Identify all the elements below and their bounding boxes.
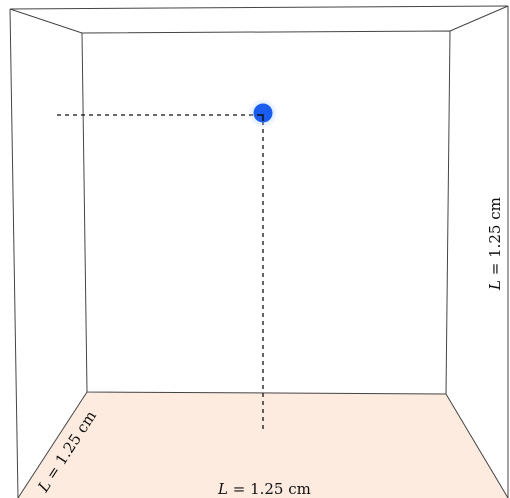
dimension-label-right: L = 1.25 cm (486, 197, 504, 291)
box-edge-bottom-right (445, 393, 509, 498)
box-back-face (81, 30, 451, 395)
particle (253, 103, 273, 123)
box-edge-bottom-left (17, 391, 88, 498)
box-edge-top-right (449, 5, 509, 32)
box-outer-left-edge (9, 8, 19, 498)
box-floor (18, 392, 508, 498)
box-edge-top-left (9, 8, 83, 34)
dimension-label-bottom: L = 1.25 cm (217, 480, 311, 498)
particle-corner-mark (257, 114, 264, 121)
box-outer-top-edge (9, 5, 509, 10)
